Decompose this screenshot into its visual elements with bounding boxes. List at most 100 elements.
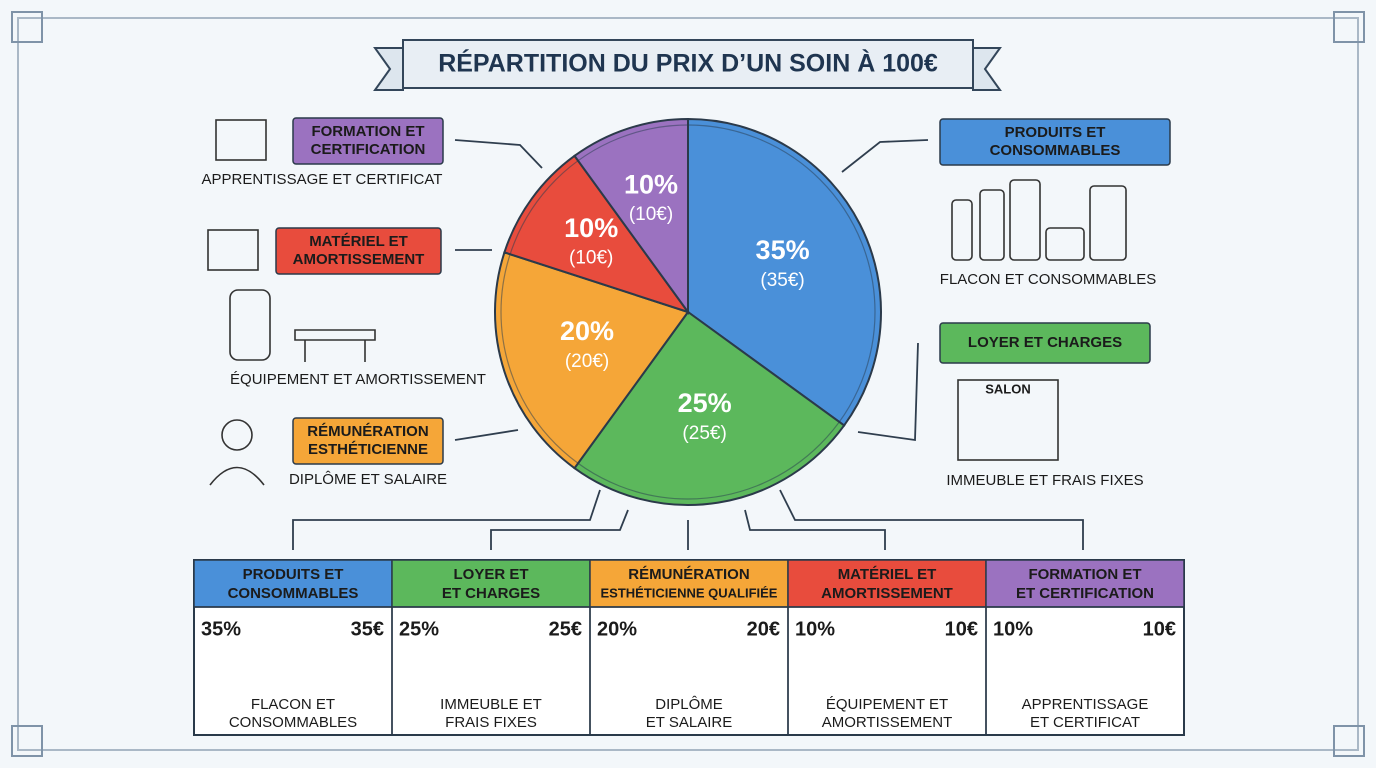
category-caption: FLACON ET CONSOMMABLES [940,271,1156,288]
category-box [939,322,1151,364]
category-caption: DIPLÔME ET SALAIRE [289,471,447,488]
table-amount: 35€ [351,618,384,640]
table-amount: 25€ [549,618,582,640]
table-header [193,559,393,608]
arrow [841,139,929,173]
table-caption: ÉQUIPEMENT ET [826,696,948,713]
category-label: LOYER ET CHARGES [968,334,1122,351]
slice-amount: (10€) [569,248,613,269]
category-caption: IMMEUBLE ET FRAIS FIXES [946,472,1143,489]
tube-icon [1089,185,1127,261]
slice-amount: (10€) [629,204,673,225]
table-header-label: ESTHÉTICIENNE QUALIFIÉE [601,585,778,600]
slice-amount: (25€) [682,423,726,444]
slice-percent: 10% [564,213,618,243]
category-box [275,227,442,275]
pie-slice [573,117,689,316]
frame-corner [1333,725,1365,757]
pie-slice [503,154,691,314]
person-icon [221,419,253,451]
pie-slice [687,117,882,427]
category-label: MATÉRIEL ET [309,233,408,250]
slice-amount: (35€) [760,270,804,291]
table-caption: DIPLÔME [655,696,723,713]
arrow [292,489,601,550]
person-icon [209,466,265,486]
frame-corner [1333,11,1365,43]
arrow [490,509,629,550]
table-caption: FLACON ET [251,696,335,713]
ribbon-tail [373,47,404,91]
table-percent: 10% [993,618,1033,640]
chart-title: RÉPARTITION DU PRIX D’UN SOIN À 100€ [438,49,938,78]
slice-percent: 10% [624,169,678,199]
jar-icon [1045,227,1085,261]
table-caption: ET SALAIRE [646,714,732,731]
table-amount: 20€ [747,618,780,640]
slice-amount: (20€) [565,351,609,372]
table-cell [985,606,1185,736]
category-label: FORMATION ET [311,123,424,140]
table-header-label: RÉMUNÉRATION [628,566,749,583]
connectors [292,139,1084,550]
arrow [454,139,543,169]
category-label: CERTIFICATION [311,141,426,158]
table-header [787,559,987,608]
arrow [744,509,886,550]
tube-icon [1009,179,1041,261]
table-header [985,559,1185,608]
slice-percent: 20% [560,316,614,346]
table-caption: ET CERTIFICAT [1030,714,1140,731]
table-percent: 35% [201,618,241,640]
table-header [589,559,789,608]
arrow [779,489,1084,550]
category-label: PRODUITS ET [1005,124,1106,141]
device-icon [207,229,259,271]
table-caption: IMMEUBLE ET [440,696,542,713]
table-amount: 10€ [1143,618,1176,640]
slice-percent: 25% [678,388,732,418]
title-banner [402,39,974,89]
table-percent: 20% [597,618,637,640]
table-caption: CONSOMMABLES [229,714,357,731]
arrow [857,342,919,442]
salon-icon [957,379,1059,461]
pie-slice [573,310,846,506]
bed-icon [294,329,376,362]
table-header-label: ET CERTIFICATION [1016,585,1154,602]
table-header-label: ET CHARGES [442,585,540,602]
arrow [454,429,519,441]
table-percent: 10% [795,618,835,640]
frame [17,17,1359,751]
table-header [391,559,591,608]
frame-corner [11,725,43,757]
category-caption: ÉQUIPEMENT ET AMORTISSEMENT [230,371,486,388]
pie-slice [494,251,690,470]
table-amount: 10€ [945,618,978,640]
bottle-icon [979,189,1005,261]
table-header-label: PRODUITS ET [243,566,344,583]
frame-corner [11,11,43,43]
salon-sign: SALON [985,381,1031,396]
table-caption: AMORTISSEMENT [822,714,953,731]
table-header-label: AMORTISSEMENT [821,585,953,602]
category-label: AMORTISSEMENT [293,251,425,268]
category-box [292,417,444,465]
table-header-label: LOYER ET [453,566,528,583]
book-icon [215,119,267,161]
pie-rim [500,124,876,500]
category-caption: APPRENTISSAGE ET CERTIFICAT [202,171,443,188]
table-caption: FRAIS FIXES [445,714,537,731]
category-box [939,118,1171,166]
table-caption: APPRENTISSAGE [1022,696,1149,713]
category-label: RÉMUNÉRATION [307,423,428,440]
slice-percent: 35% [756,235,810,265]
table-header-label: CONSOMMABLES [228,585,359,602]
ribbon-tail [972,47,1002,91]
table-header-label: FORMATION ET [1028,566,1141,583]
category-label: CONSOMMABLES [990,142,1121,159]
category-box [292,117,444,165]
category-label: ESTHÉTICIENNE [308,441,428,458]
table-header-label: MATÉRIEL ET [838,566,937,583]
